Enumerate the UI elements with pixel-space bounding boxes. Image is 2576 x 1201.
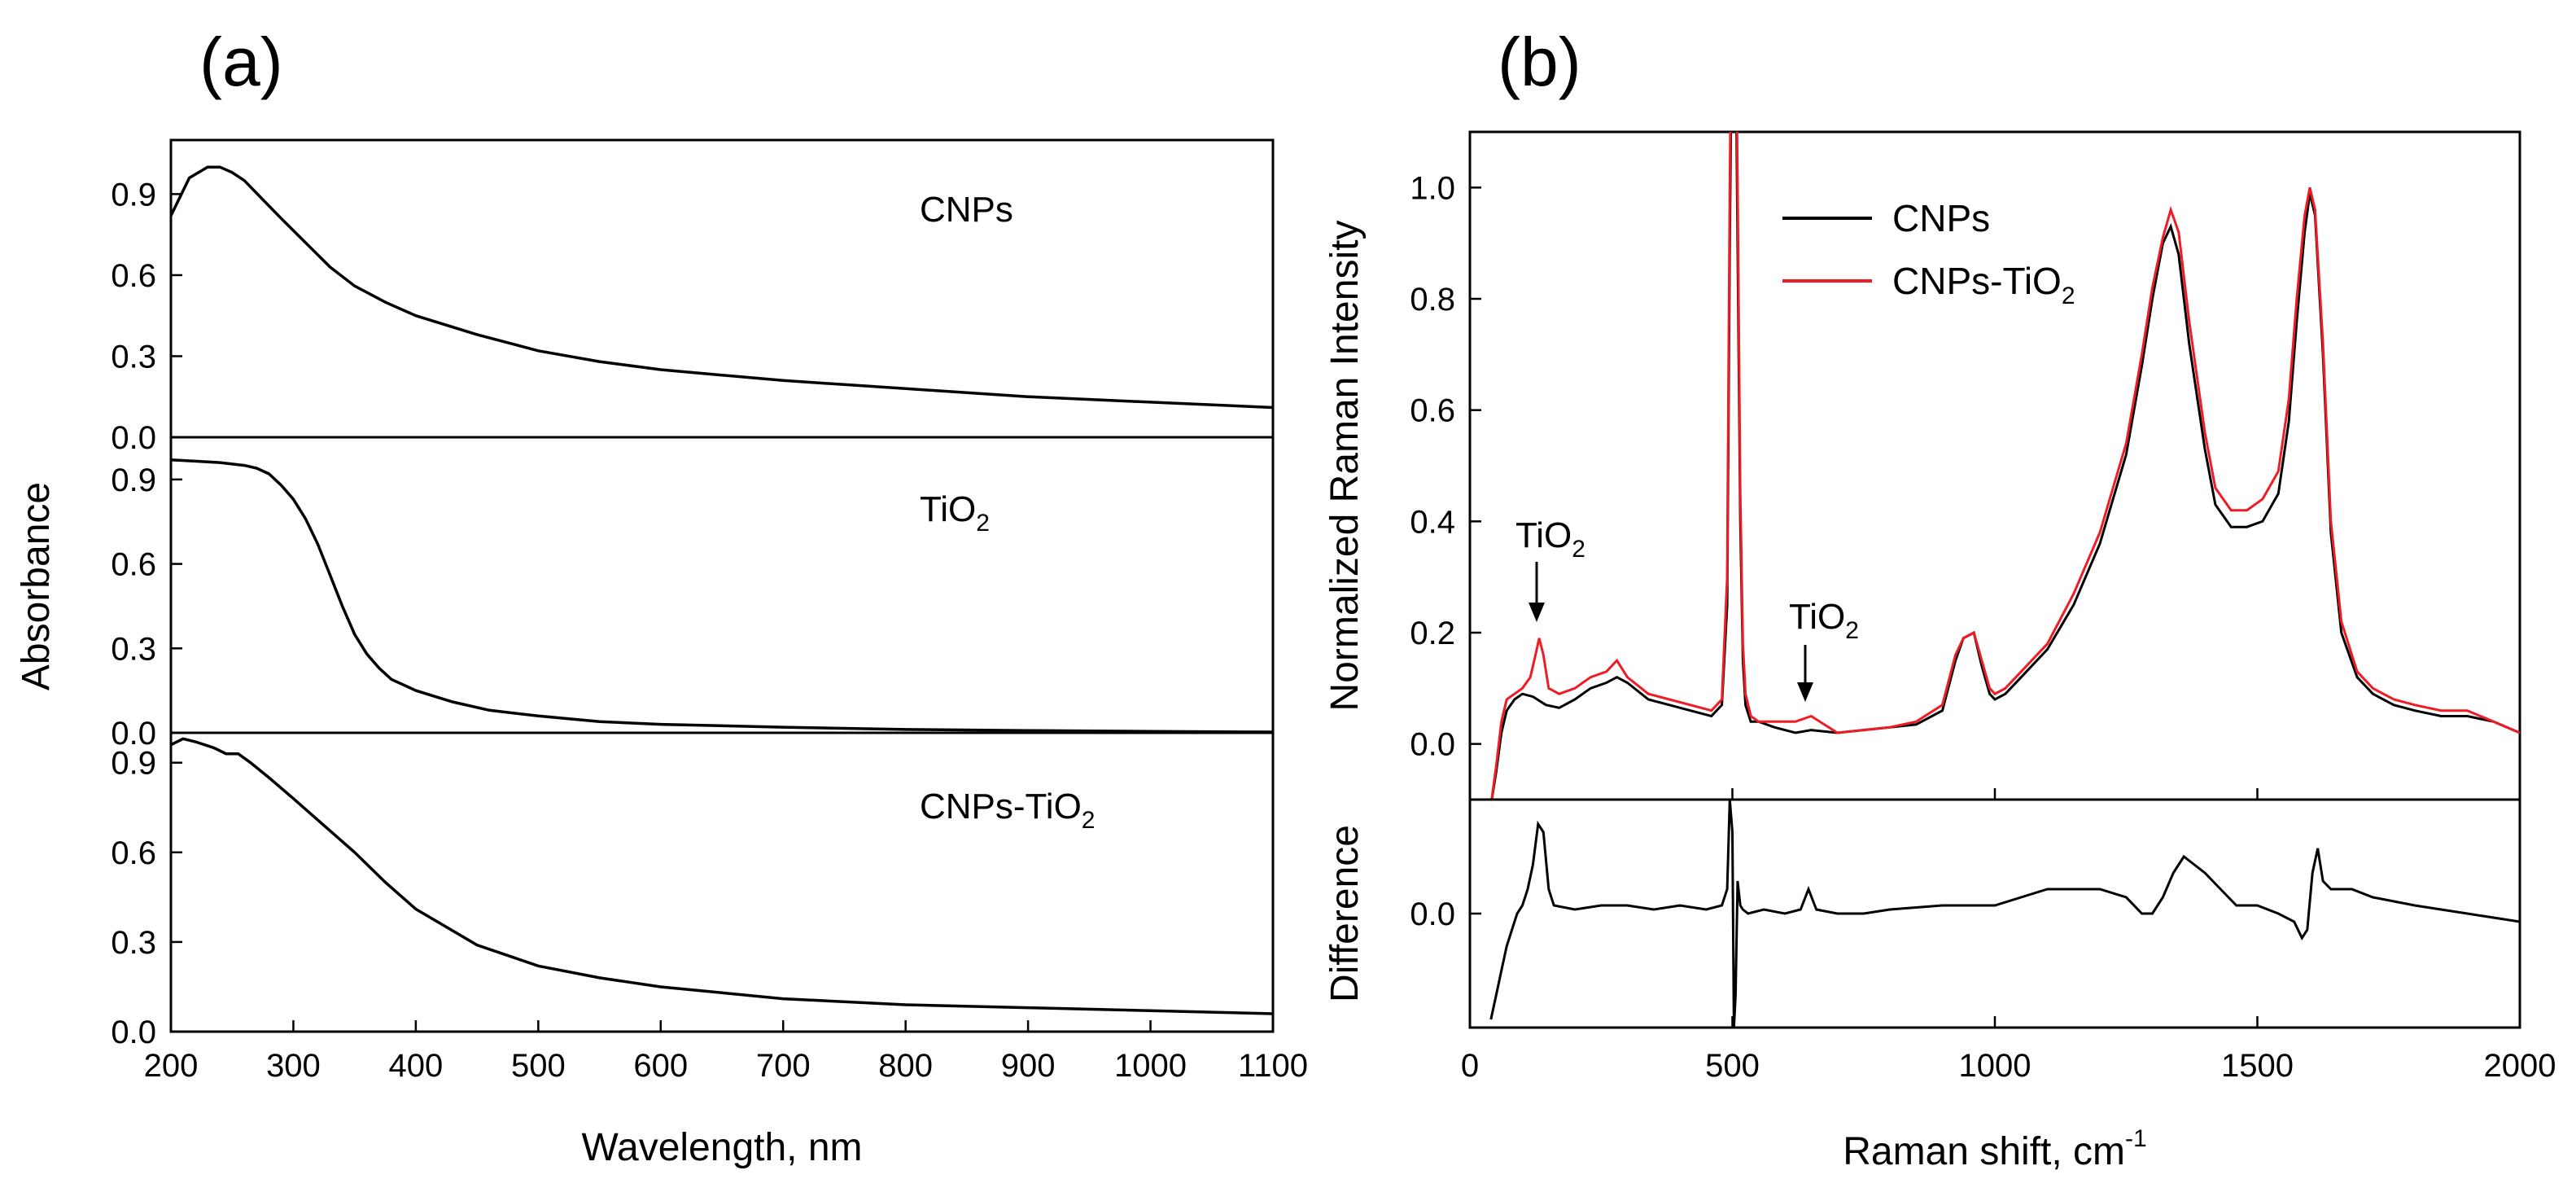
- sample-label-tio2-sub: 2: [976, 510, 990, 537]
- xtick-label: 2000: [2484, 1048, 2556, 1084]
- xtick-label: 1100: [1238, 1048, 1308, 1084]
- panel-a-sub3-yticks: 0.0 0.3 0.6 0.9: [111, 746, 182, 1050]
- legend-label-cnps-tio2: CNPs-TiO2: [1892, 260, 2075, 309]
- series-line-cnps-tio2-absorbance: [170, 737, 1274, 1015]
- xtick-label: 1000: [1114, 1048, 1187, 1084]
- ytick-label: 0.9: [111, 746, 156, 782]
- sample-label-cnps-tio2-main: CNPs-TiO: [920, 787, 1082, 826]
- annotation-tio2-1-sub: 2: [1572, 536, 1585, 563]
- series-line-cnps-absorbance: [169, 165, 1274, 410]
- sample-label-tio2-main: TiO: [920, 489, 976, 529]
- xtick-label: 400: [389, 1048, 444, 1084]
- ytick-label: 0.9: [111, 462, 156, 498]
- ytick-label: 0.3: [111, 339, 156, 375]
- sample-label-tio2: TiO2: [920, 489, 990, 537]
- xtick-label: 1000: [1959, 1048, 2031, 1084]
- ytick-label: 0.0: [1410, 727, 1455, 763]
- panel-b-bottom-yticks: 0.0: [1410, 896, 1481, 932]
- panel-b: 0.00.20.40.60.81.0 CNPs CNPs-TiO2 TiO2 T…: [1323, 130, 2556, 1173]
- panel-a: 0.00.30.60.9 CNPs 0.00.30.60.9 TiO2 0.00…: [15, 138, 1308, 1169]
- annotation-tio2-1-main: TiO: [1515, 515, 1572, 555]
- legend: CNPs CNPs-TiO2: [1782, 197, 2075, 309]
- ytick-label: 0.9: [111, 177, 156, 213]
- annotation-tio2-2: TiO2: [1789, 597, 1859, 702]
- xtick-label: 800: [878, 1048, 933, 1084]
- ytick-label: 0.6: [111, 258, 156, 294]
- annotation-tio2-2-main: TiO: [1789, 597, 1845, 637]
- panel-b-xlabel: Raman shift, cm-1: [1843, 1125, 2146, 1173]
- xtick-label: 600: [633, 1048, 688, 1084]
- panel-a-sub1-yticks: 0.0 0.3 0.6 0.9: [111, 177, 182, 456]
- xtick-label: 500: [1705, 1048, 1760, 1084]
- panel-b-xlabel-sup: -1: [2125, 1125, 2147, 1152]
- panel-b-xlabel-main: Raman shift, cm: [1843, 1130, 2125, 1173]
- series-line-difference: [1489, 800, 2520, 1028]
- series-line-tio2-absorbance: [170, 458, 1274, 734]
- sample-label-cnps-tio2-sub: 2: [1082, 807, 1096, 834]
- panel-b-top-ylabel: Normalized Raman Intensity: [1323, 221, 1367, 712]
- ytick-label: 0.3: [111, 631, 156, 667]
- annotation-tio2-1-text: TiO2: [1515, 515, 1585, 563]
- ytick-label: 1.0: [1410, 170, 1455, 206]
- ytick-label: 0.8: [1410, 282, 1455, 318]
- ytick-label: 0.0: [111, 716, 156, 752]
- legend-label-cnps-tio2-main: CNPs-TiO: [1892, 260, 2062, 302]
- ytick-label: 0.0: [111, 420, 156, 456]
- xtick-label: 0: [1461, 1048, 1479, 1084]
- ytick-label: 0.6: [111, 835, 156, 871]
- series-line-cnps-tio2-raman: [1490, 132, 2520, 800]
- ytick-label: 0.6: [111, 547, 156, 583]
- annotation-tio2-2-sub: 2: [1845, 617, 1859, 644]
- xtick-label: 500: [511, 1048, 566, 1084]
- panel-b-xticks: 0 500 1000 1500 2000: [1461, 788, 2556, 1084]
- sample-label-cnps-tio2: CNPs-TiO2: [920, 787, 1095, 834]
- legend-label-cnps-tio2-sub: 2: [2062, 283, 2075, 309]
- annotation-tio2-1: TiO2: [1515, 515, 1585, 622]
- ytick-label: 0.6: [1410, 393, 1455, 429]
- xtick-label: 300: [266, 1048, 321, 1084]
- annotation-tio2-2-text: TiO2: [1789, 597, 1859, 644]
- ytick-label: 0.2: [1410, 616, 1455, 651]
- panel-a-sub3: 0.0 0.3 0.6 0.9 CNPs-TiO2: [111, 731, 1275, 1050]
- xtick-label: 700: [756, 1048, 811, 1084]
- panel-a-ylabel: Absorbance: [15, 482, 58, 690]
- xtick-label: 900: [1001, 1048, 1056, 1084]
- panel-b-bottom-ylabel: Difference: [1323, 825, 1367, 1002]
- ytick-label: 0.4: [1410, 504, 1455, 540]
- xtick-label: 200: [144, 1048, 199, 1084]
- annotation-tio2-2-arrowhead: [1797, 682, 1813, 702]
- ytick-label: 0.0: [1410, 896, 1455, 932]
- panel-b-letter: (b): [1498, 24, 1581, 100]
- xtick-label: 1500: [2221, 1048, 2294, 1084]
- panel-a-xlabel: Wavelength, nm: [581, 1126, 862, 1169]
- panel-a-xticks: 200 300 400 500 600 700 800 900 1000 1100: [144, 1020, 1308, 1084]
- sample-label-cnps: CNPs: [920, 190, 1013, 230]
- panel-a-sub3-frame: [169, 731, 1275, 1033]
- ytick-label: 0.0: [111, 1015, 156, 1050]
- annotation-tio2-1-arrowhead: [1529, 603, 1545, 622]
- panel-b-top: 0.00.20.40.60.81.0 CNPs CNPs-TiO2 TiO2 T…: [1410, 130, 2521, 801]
- ytick-label: 0.3: [111, 925, 156, 961]
- panel-b-top-yticks: 0.0 0.2 0.4 0.6 0.8 1.0: [1410, 170, 1481, 763]
- legend-label-cnps: CNPs: [1892, 197, 1990, 239]
- panel-a-letter: (a): [199, 24, 283, 100]
